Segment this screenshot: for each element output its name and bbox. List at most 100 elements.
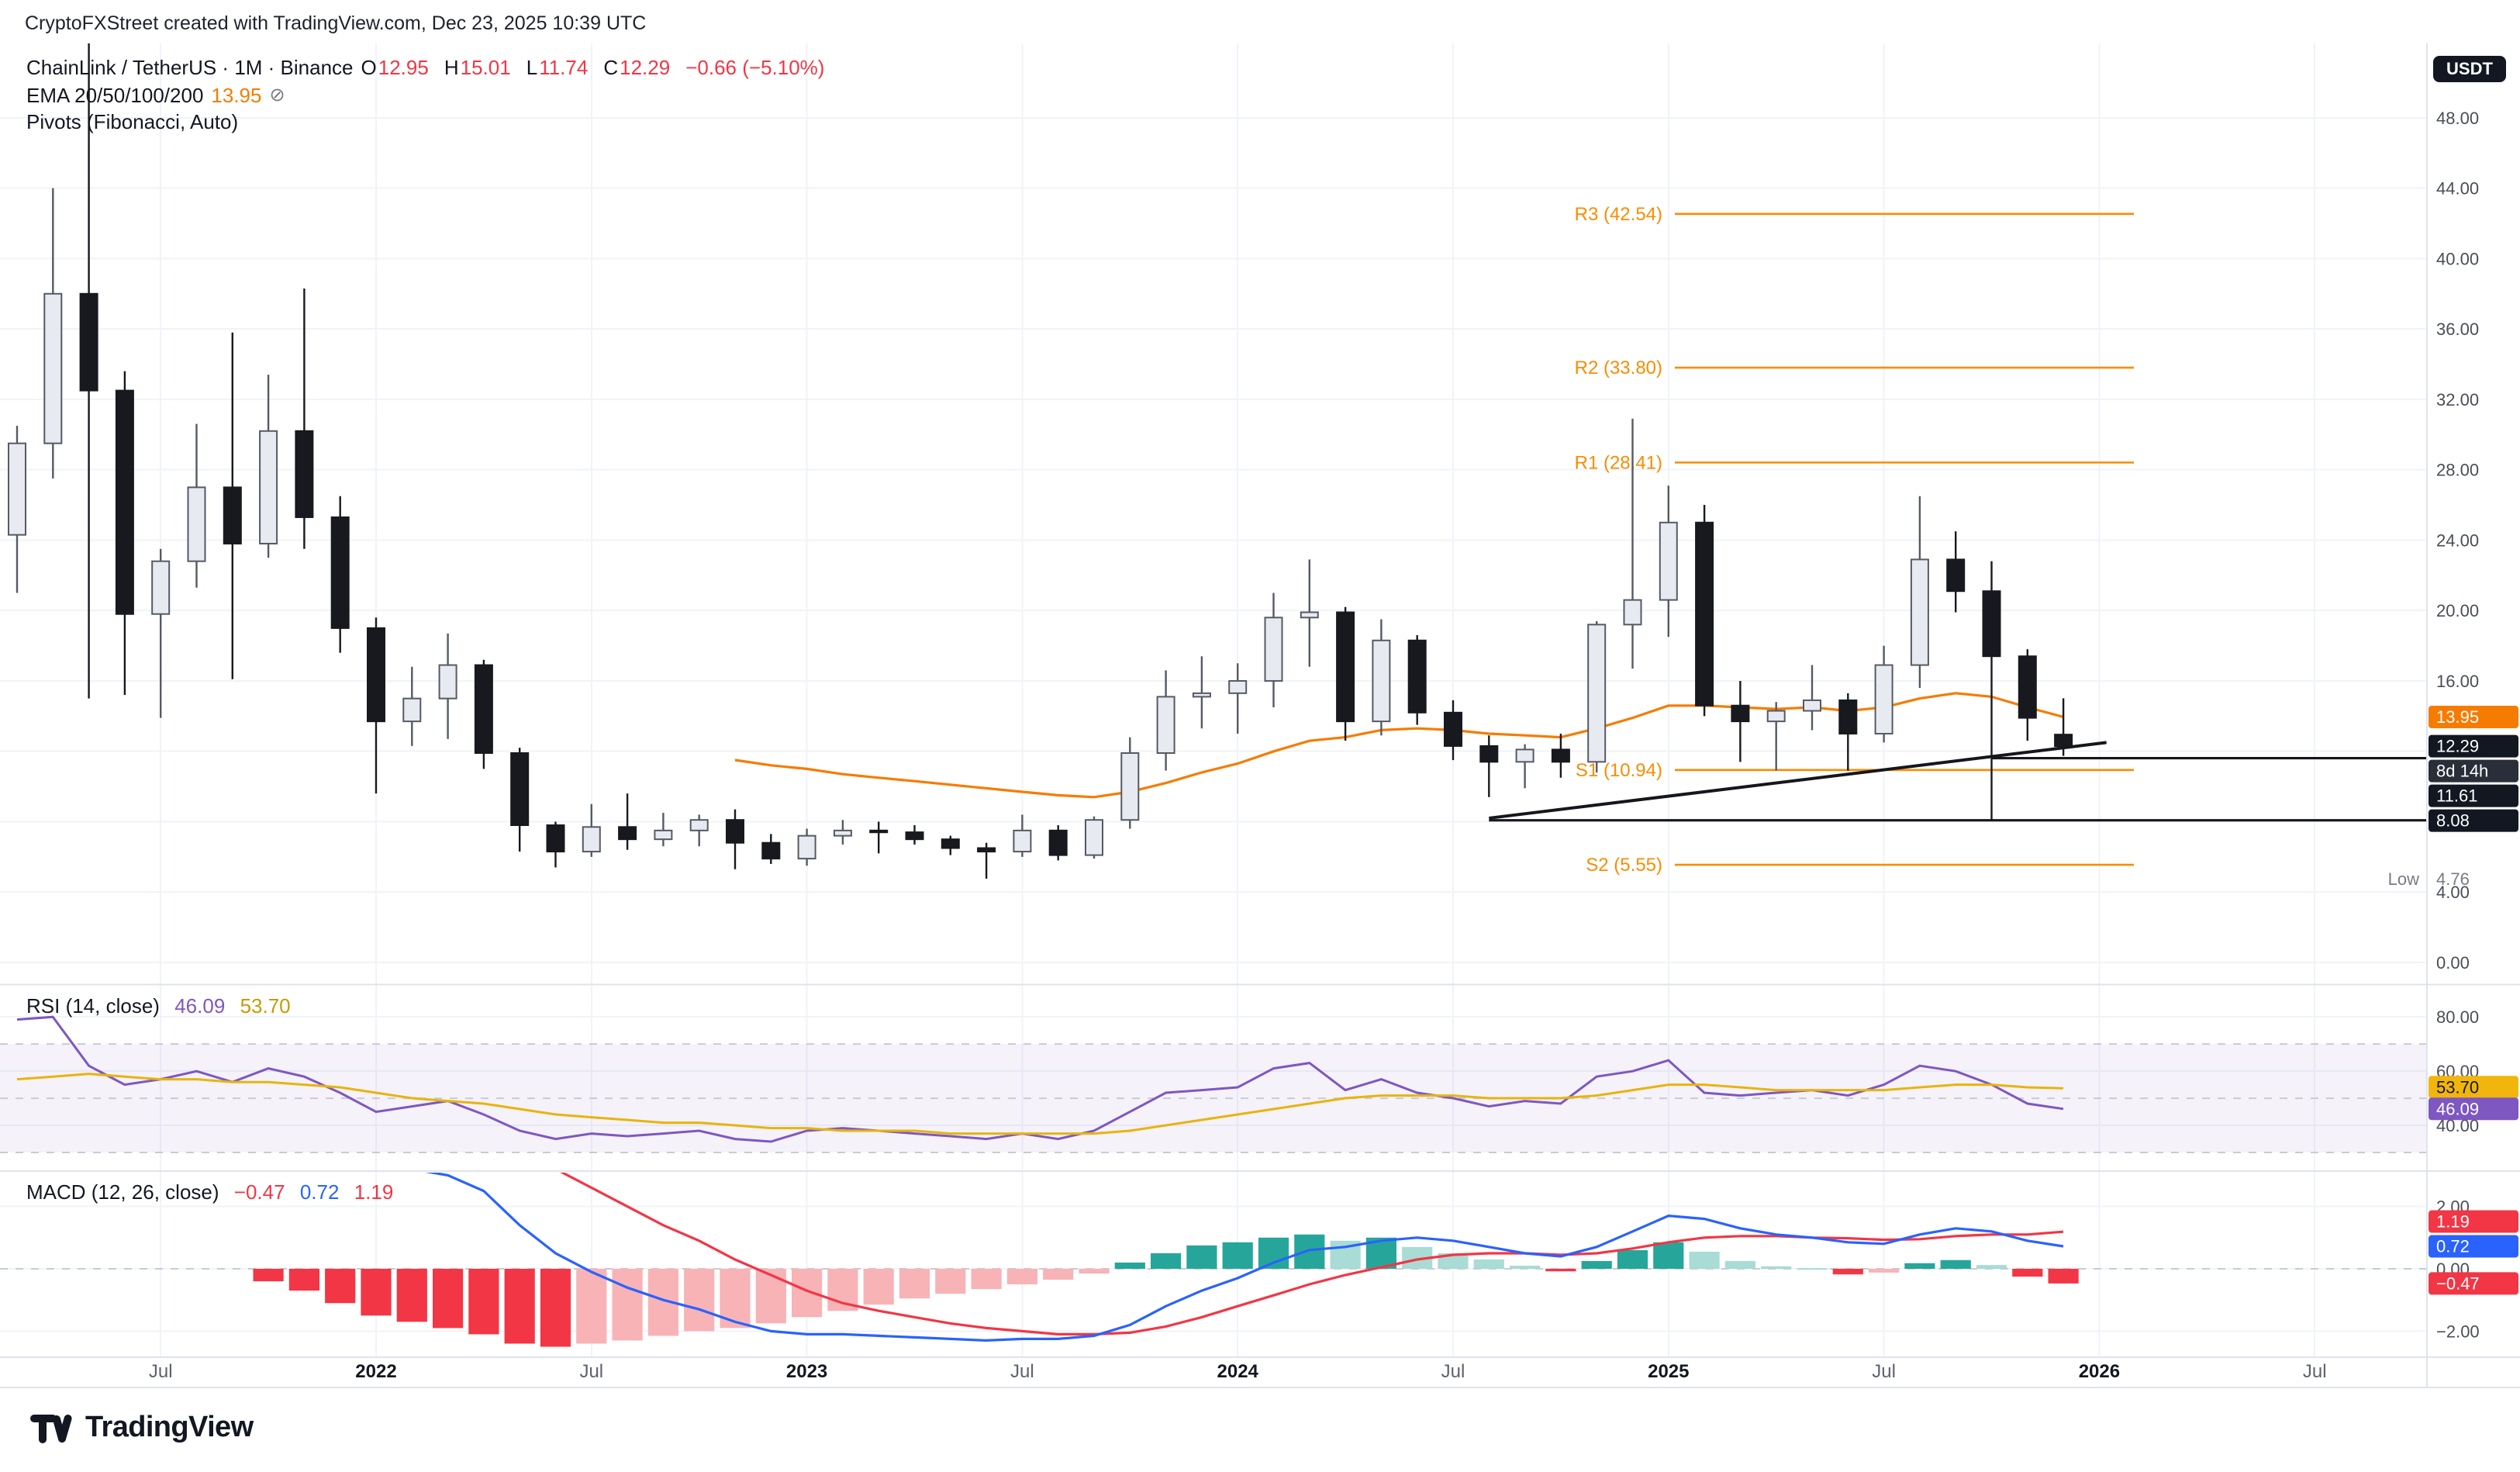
candle bbox=[797, 828, 816, 866]
svg-text:R3 (42.54): R3 (42.54) bbox=[1575, 204, 1662, 225]
time-axis[interactable]: Jul 2022 Jul 2023 Jul 2024 Jul 2025 Jul 2026 Jul bbox=[149, 1361, 2327, 1382]
candle bbox=[1731, 680, 1750, 762]
svg-text:0.72: 0.72 bbox=[2436, 1237, 2470, 1256]
candle bbox=[1803, 665, 1821, 731]
macd-histogram bbox=[253, 1234, 2079, 1347]
price-change: −0.66 (−5.10%) bbox=[685, 56, 825, 80]
candle bbox=[1407, 634, 1427, 725]
chart-legend: ChainLink / TetherUS · 1M · Binance O 12.… bbox=[26, 54, 832, 136]
candle bbox=[654, 813, 673, 847]
candle bbox=[1336, 606, 1355, 741]
svg-text:S2 (5.55): S2 (5.55) bbox=[1586, 855, 1662, 876]
ema-value: 13.95 bbox=[211, 83, 262, 107]
ohlc-high: H 15.01 bbox=[444, 56, 511, 80]
svg-text:1.19: 1.19 bbox=[2436, 1212, 2470, 1232]
svg-text:11.61: 11.61 bbox=[2436, 786, 2477, 806]
tradingview-wordmark[interactable]: TradingView bbox=[85, 1412, 254, 1444]
candle bbox=[761, 834, 781, 864]
macd-signal-value: 1.19 bbox=[354, 1180, 394, 1204]
candle bbox=[833, 820, 852, 845]
pivots-label[interactable]: Pivots (Fibonacci, Auto) bbox=[26, 110, 239, 134]
svg-text:8.08: 8.08 bbox=[2436, 811, 2470, 831]
rsi-ma-line bbox=[16, 1073, 2064, 1135]
candle bbox=[474, 659, 493, 769]
svg-text:80.00: 80.00 bbox=[2436, 1007, 2479, 1027]
candle bbox=[43, 188, 63, 479]
pane-separators bbox=[0, 43, 2520, 1389]
ema-indicator-row: EMA 20/50/100/200 13.95 ⊘ bbox=[26, 81, 832, 109]
candle bbox=[151, 548, 171, 718]
candle bbox=[402, 666, 422, 746]
candle bbox=[367, 617, 385, 794]
ema-label[interactable]: EMA 20/50/100/200 bbox=[26, 83, 204, 107]
macd-line-value: 0.72 bbox=[299, 1180, 340, 1204]
candle bbox=[1156, 670, 1175, 771]
footer: TradingView bbox=[28, 1408, 254, 1449]
low-marker-value: 4.76 bbox=[2436, 869, 2470, 889]
candle bbox=[1228, 663, 1248, 734]
candle bbox=[905, 825, 924, 845]
svg-text:44.00: 44.00 bbox=[2436, 179, 2479, 199]
candle bbox=[2018, 649, 2037, 741]
tradingview-logo-icon[interactable] bbox=[28, 1408, 74, 1449]
svg-text:−0.47: −0.47 bbox=[2436, 1273, 2480, 1293]
candle bbox=[510, 748, 530, 852]
candle bbox=[1587, 620, 1607, 772]
svg-text:0.00: 0.00 bbox=[2436, 953, 2470, 973]
candle bbox=[977, 842, 996, 879]
macd-line bbox=[425, 1173, 2064, 1342]
svg-text:R1 (28.41): R1 (28.41) bbox=[1575, 452, 1662, 473]
candle bbox=[1300, 559, 1319, 667]
symbol-title[interactable]: ChainLink / TetherUS · 1M · Binance bbox=[26, 56, 354, 80]
svg-text:20.00: 20.00 bbox=[2436, 601, 2479, 620]
candle bbox=[546, 821, 565, 868]
drawn-annotations[interactable] bbox=[1489, 741, 2427, 822]
svg-text:Jul: Jul bbox=[579, 1361, 603, 1382]
macd-title[interactable]: MACD (12, 26, close) bbox=[26, 1180, 219, 1204]
ohlc-close: C 12.29 bbox=[603, 56, 671, 80]
svg-text:28.00: 28.00 bbox=[2436, 461, 2479, 480]
candle bbox=[1264, 593, 1283, 707]
svg-text:R2 (33.80): R2 (33.80) bbox=[1575, 358, 1662, 378]
candle bbox=[582, 803, 601, 857]
svg-text:46.09: 46.09 bbox=[2436, 1099, 2479, 1118]
candle bbox=[1551, 734, 1570, 778]
candle bbox=[259, 375, 278, 558]
hidden-indicator-icon[interactable]: ⊘ bbox=[269, 84, 285, 106]
candle bbox=[2054, 698, 2073, 756]
svg-text:2026: 2026 bbox=[2079, 1361, 2120, 1382]
candle bbox=[1838, 693, 1858, 771]
svg-text:16.00: 16.00 bbox=[2436, 672, 2479, 691]
svg-text:53.70: 53.70 bbox=[2436, 1077, 2479, 1097]
svg-text:Jul: Jul bbox=[2303, 1361, 2327, 1382]
candle bbox=[187, 423, 206, 588]
ohlc-low: L 11.74 bbox=[526, 56, 589, 80]
candle bbox=[79, 43, 98, 699]
rsi-legend: RSI (14, close) 46.09 53.70 bbox=[26, 994, 300, 1018]
candlestick-series[interactable] bbox=[8, 32, 2073, 879]
svg-text:2022: 2022 bbox=[355, 1361, 396, 1382]
rsi-title[interactable]: RSI (14, close) bbox=[26, 994, 160, 1018]
candle bbox=[223, 332, 242, 679]
candle bbox=[1479, 735, 1499, 797]
candle bbox=[869, 821, 889, 854]
pivots-indicator-row: Pivots (Fibonacci, Auto) bbox=[26, 109, 832, 136]
low-marker-label: Low bbox=[2388, 869, 2419, 889]
currency-badge: USDT bbox=[2433, 56, 2506, 82]
candle bbox=[1982, 561, 2001, 821]
candle bbox=[726, 809, 744, 869]
svg-text:12.29: 12.29 bbox=[2436, 737, 2479, 756]
candle bbox=[438, 633, 457, 739]
candle bbox=[618, 793, 637, 850]
candle bbox=[1659, 485, 1678, 638]
candle bbox=[1372, 619, 1391, 736]
ema-line bbox=[734, 692, 2064, 799]
svg-text:Jul: Jul bbox=[149, 1361, 173, 1382]
svg-text:8d 14h: 8d 14h bbox=[2436, 762, 2488, 781]
candle bbox=[8, 425, 26, 593]
svg-text:24.00: 24.00 bbox=[2436, 530, 2479, 550]
macd-hist-value: −0.47 bbox=[233, 1180, 285, 1204]
candle bbox=[1874, 645, 1893, 743]
